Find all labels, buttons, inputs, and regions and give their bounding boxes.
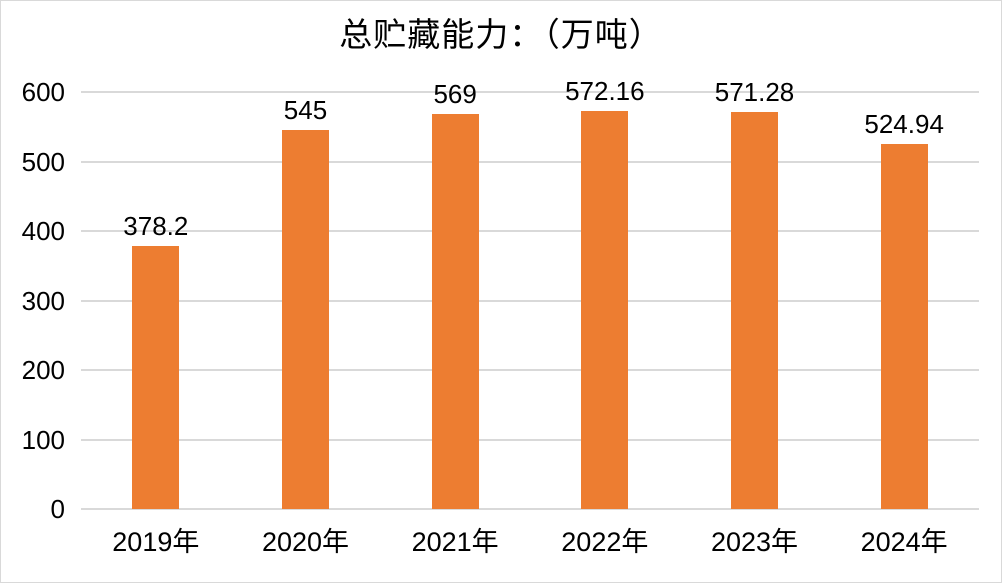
- y-axis-tick-label: 300: [21, 285, 65, 316]
- y-axis-tick-label: 0: [50, 494, 65, 524]
- data-label: 545: [283, 95, 328, 126]
- gridline: [81, 438, 979, 441]
- data-label: 378.2: [123, 211, 189, 242]
- y-axis-tick-label: 500: [21, 146, 65, 177]
- bar-2023年: [731, 111, 778, 509]
- data-label: 569: [433, 78, 477, 109]
- data-label: 572.16: [565, 76, 645, 107]
- data-label: 571.28: [714, 76, 795, 107]
- bar-2021年: [431, 113, 479, 509]
- bar-2024年: [880, 144, 928, 509]
- bar-2020年: [282, 130, 329, 509]
- x-axis-tick-label: 2023年: [710, 527, 799, 557]
- gridline: [81, 508, 979, 510]
- plot-area: 378.2 545 569 572.16 571.28 524.94: [81, 78, 979, 510]
- y-axis-tick-label: 200: [21, 355, 65, 385]
- x-axis-tick-label: 2022年: [561, 527, 649, 557]
- gridline: [81, 160, 979, 163]
- gridline: [81, 369, 979, 371]
- bar-2019年: [132, 246, 180, 509]
- gridline: [81, 230, 979, 232]
- y-axis-tick-label: 600: [21, 77, 65, 107]
- x-axis-tick-label: 2024年: [860, 527, 948, 557]
- x-axis-tick-label: 2019年: [112, 527, 200, 557]
- x-axis: 2019年 2020年 2021年 2022年 2023年 2024年: [81, 522, 979, 567]
- chart-title: 总贮藏能力：（万吨）: [339, 18, 663, 54]
- data-label: 524.94: [864, 109, 944, 140]
- gridline: [81, 299, 979, 302]
- y-axis-tick-label: 100: [21, 424, 65, 455]
- x-axis-tick-label: 2021年: [411, 527, 499, 557]
- gridline: [81, 91, 979, 93]
- y-axis-tick-label: 400: [21, 216, 65, 246]
- bar-2022年: [581, 111, 629, 509]
- y-axis: 0 100 200 300 400 500 600: [1, 1, 69, 582]
- x-axis-tick-label: 2020年: [261, 527, 350, 557]
